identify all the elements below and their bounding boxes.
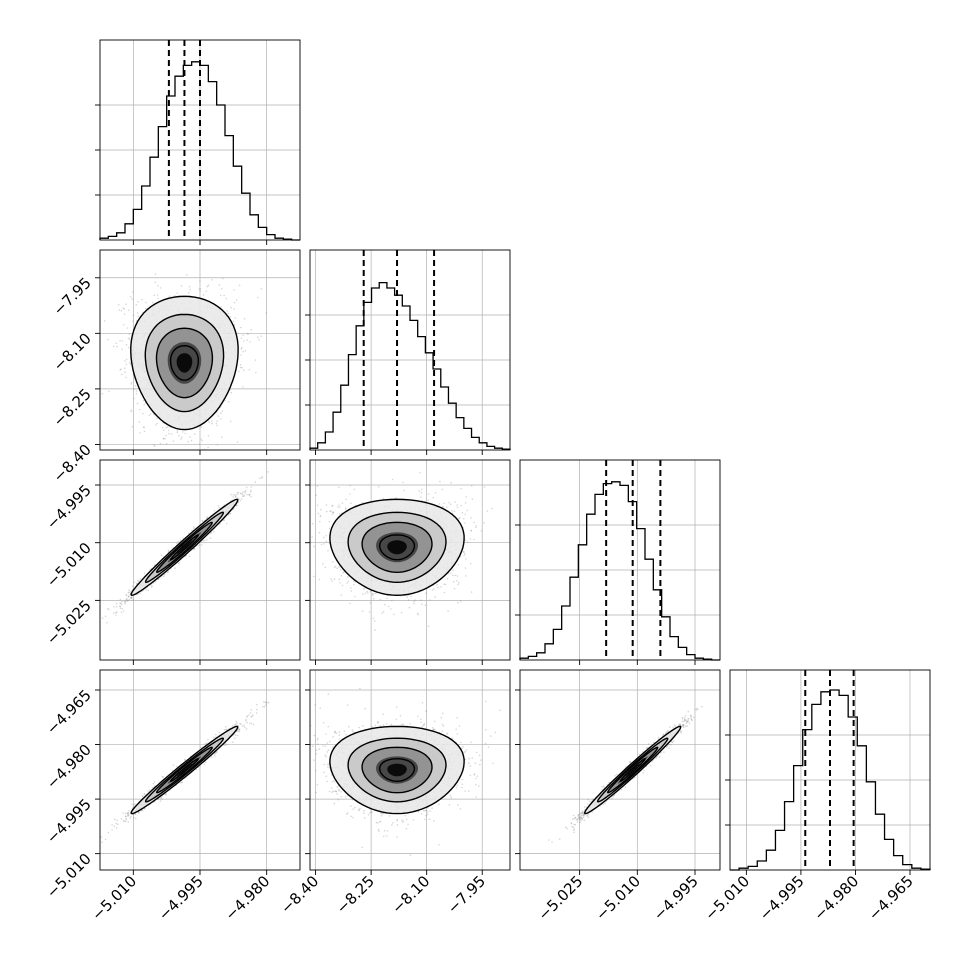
histogram-step (519, 481, 720, 661)
y-tick-label: −8.25 (50, 385, 95, 430)
contour-line (379, 757, 416, 783)
y-tick-label: −8.40 (50, 441, 95, 486)
contour-line (155, 521, 213, 574)
hist-panel-2 (515, 459, 721, 665)
x-tick-label: −7.95 (444, 872, 489, 917)
contour-line (619, 757, 646, 783)
density-fill (387, 763, 407, 777)
pair-panel-0-1: −8.40 −8.25 −8.10 −7.95 (50, 249, 301, 486)
y-tick-label: −7.95 (50, 274, 95, 319)
histogram-step (309, 281, 511, 450)
pair-panel-0-2: −5.025−5.010 −4.995 (43, 459, 301, 665)
contour-line (170, 534, 199, 561)
y-tick-label: −5.010 (43, 850, 95, 902)
pair-panel-1-2 (305, 459, 511, 665)
x-tick-label: −8.25 (333, 872, 378, 917)
pair-axes-box (519, 669, 721, 871)
contour-line (170, 757, 199, 783)
density-fill (387, 540, 407, 555)
pair-content (101, 273, 268, 450)
pair-axes-box (309, 669, 511, 871)
x-tick-label: −4.980 (810, 872, 862, 924)
hist-panel-1 (305, 249, 511, 455)
contour-line (347, 511, 447, 584)
density-fill (625, 763, 640, 777)
x-tick-label: −8.40 (277, 872, 322, 917)
y-tick-label: −4.995 (43, 481, 95, 533)
pair-panel-0-3: −5.010 −4.995 −4.980−5.010−4.995−4.980−4.9… (43, 669, 301, 924)
y-tick-label: −5.010 (43, 539, 95, 591)
contour-line (155, 327, 214, 399)
x-tick-label: −5.010 (701, 872, 753, 924)
x-tick-label: −4.980 (222, 872, 274, 924)
contour-line (169, 344, 199, 381)
contour-line (329, 725, 465, 815)
hist-panel-0 (95, 39, 301, 245)
density-fill (176, 353, 193, 373)
contour-line (130, 498, 239, 597)
y-tick-label: −8.10 (50, 329, 95, 374)
x-tick-label: −8.10 (388, 872, 433, 917)
contour-line (329, 498, 465, 597)
contour-line (144, 313, 225, 413)
contour-line (361, 746, 433, 794)
density-fill (176, 540, 193, 555)
hist-axes-box (729, 669, 931, 871)
pair-content (100, 701, 270, 843)
contour-line (130, 295, 239, 431)
pair-panel-2-3: −5.025 −5.010 −4.995 (515, 669, 721, 924)
pair-background (520, 670, 720, 870)
x-tick-label: −5.010 (592, 872, 644, 924)
density-fill (176, 763, 193, 777)
y-tick-label: −4.980 (43, 741, 95, 793)
x-tick-label: −4.965 (865, 872, 917, 924)
contour-line (583, 725, 682, 815)
pair-content (548, 705, 703, 843)
hist-background (310, 250, 510, 450)
hist-axes-box (519, 459, 721, 661)
contour-line (144, 511, 225, 584)
pair-panel-1-3: −8.40 −8.25 −8.10 −7.95 (277, 669, 511, 917)
x-tick-label: −4.995 (155, 872, 207, 924)
y-tick-label: −4.965 (43, 686, 95, 738)
pair-content (310, 471, 493, 631)
contour-line (130, 725, 239, 815)
contour-line (361, 521, 433, 574)
contour-line (347, 737, 447, 803)
pair-content (310, 687, 501, 856)
y-tick-label: −4.995 (43, 795, 95, 847)
contour-line (155, 746, 213, 794)
pair-axes-box (309, 459, 511, 661)
pair-content (101, 471, 269, 624)
contour-line (379, 534, 416, 561)
x-tick-label: −5.010 (88, 872, 140, 924)
hist-axes-box (309, 249, 511, 451)
contour-line (144, 737, 225, 803)
x-tick-label: −4.995 (756, 872, 808, 924)
contour-line (596, 737, 669, 803)
hist-background (520, 460, 720, 660)
contour-line (606, 746, 659, 794)
x-tick-label: −4.995 (650, 872, 702, 924)
x-tick-label: −5.025 (534, 872, 586, 924)
hist-panel-3: −5.010 −4.995 −4.980 −4.965 (701, 669, 931, 924)
y-tick-label: −5.025 (43, 596, 95, 648)
